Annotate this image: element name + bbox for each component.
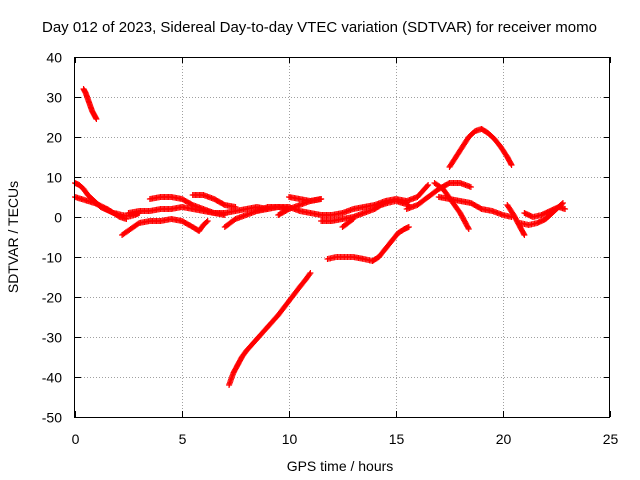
series-track-s — [446, 126, 515, 170]
series-track-g — [189, 192, 239, 210]
data-marker — [203, 219, 210, 225]
data-point — [318, 196, 325, 202]
data-marker — [424, 183, 431, 190]
y-tick-label: -20 — [42, 290, 62, 306]
data-point — [559, 200, 566, 206]
data-point — [521, 232, 528, 238]
y-tick-label: 20 — [46, 130, 62, 146]
series-track-f — [125, 204, 271, 216]
data-point — [425, 182, 432, 188]
x-tick-label: 20 — [496, 431, 512, 447]
x-axis-label: GPS time / hours — [287, 458, 394, 474]
y-tick-label: 30 — [46, 90, 62, 106]
y-tick-label: -40 — [42, 370, 62, 386]
data-point — [123, 216, 130, 222]
data-point — [465, 226, 472, 232]
series-track-r — [435, 194, 515, 220]
data-marker — [306, 271, 313, 278]
y-tick-label: -30 — [42, 330, 62, 346]
x-tick-label: 25 — [603, 431, 619, 447]
chart-title: Day 012 of 2023, Sidereal Day-to-day VTE… — [42, 19, 597, 36]
axis-ticks: 0 5 10 15 20 25 -50 -40 -30 -20 -10 0 10 20 30 40 — [42, 50, 619, 448]
data-marker — [520, 230, 527, 237]
data-point — [562, 206, 569, 212]
x-tick-label: 10 — [282, 431, 298, 447]
data-point — [467, 184, 474, 190]
data-point — [232, 204, 239, 210]
data-marker — [349, 216, 356, 223]
y-tick-label: -10 — [42, 250, 62, 266]
data-point — [508, 162, 515, 168]
y-axis-label: SDTVAR / TECUs — [5, 181, 21, 293]
x-tick-label: 0 — [72, 431, 80, 447]
data-points — [72, 86, 569, 388]
y-tick-label: 0 — [54, 210, 62, 226]
data-point — [350, 216, 357, 222]
series-track-a — [80, 86, 100, 122]
series-track-l — [286, 194, 325, 204]
data-point — [405, 224, 412, 230]
x-tick-label: 5 — [179, 431, 187, 447]
y-tick-label: 10 — [46, 170, 62, 186]
y-tick-label: 40 — [46, 50, 62, 66]
series-track-n — [339, 216, 357, 230]
series-track-v — [521, 204, 569, 220]
data-marker — [465, 224, 472, 231]
grid — [75, 57, 610, 417]
series-track-i — [226, 270, 314, 388]
series-track-c — [72, 194, 130, 222]
plot-frame — [74, 57, 610, 418]
series-track-o — [324, 224, 412, 264]
data-point — [307, 270, 314, 276]
series-track-m — [318, 198, 412, 224]
data-marker — [507, 160, 514, 167]
x-tick-label: 15 — [389, 431, 405, 447]
data-point — [93, 116, 100, 122]
data-point — [204, 218, 211, 224]
y-tick-label: -50 — [42, 410, 62, 426]
data-marker — [558, 201, 565, 207]
series-track-t — [504, 202, 528, 238]
series-track-d — [119, 216, 211, 238]
